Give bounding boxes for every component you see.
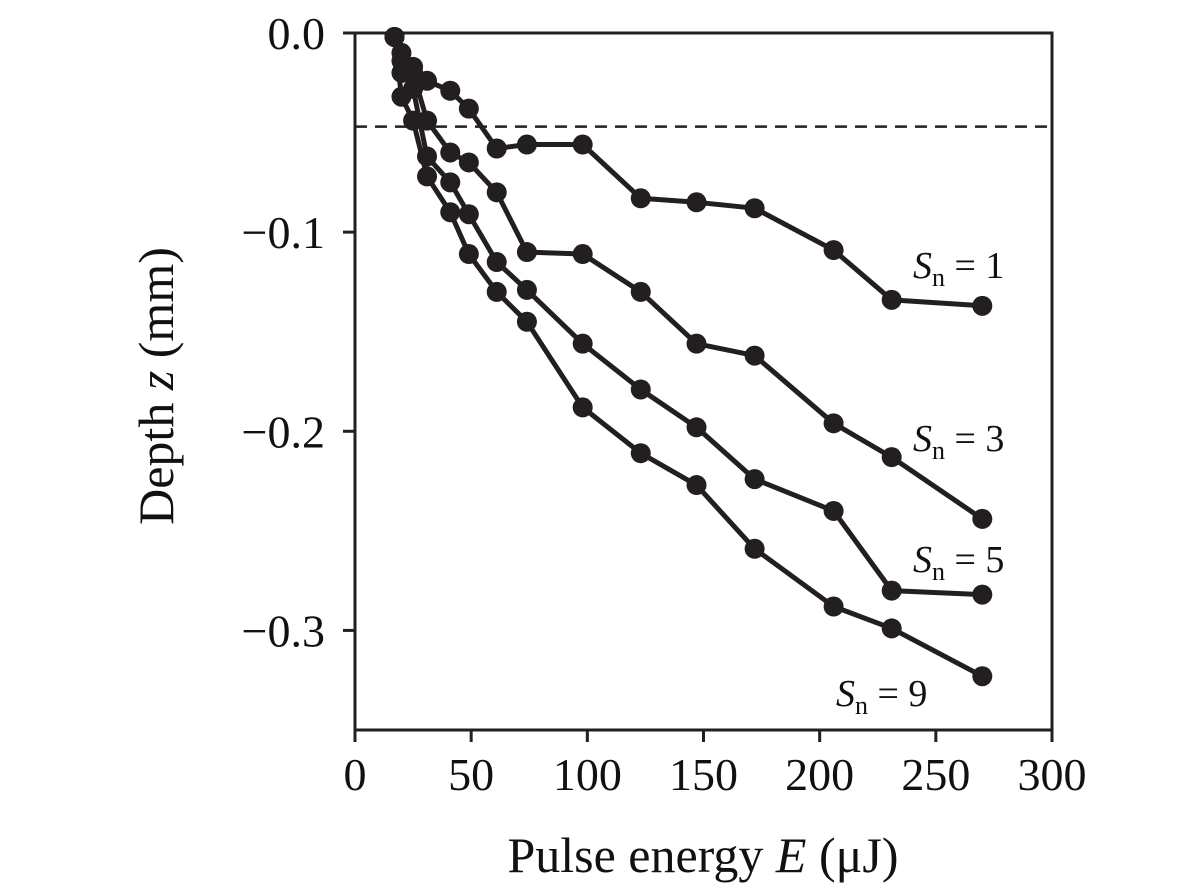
series-label-3: Sn = 3: [913, 418, 1004, 465]
x-axis-title-post: (μJ): [806, 827, 898, 883]
series-label-9-rest: = 9: [868, 673, 927, 715]
data-point: [823, 500, 844, 521]
y-axis-title-pre: Depth: [128, 390, 184, 525]
x-axis-ticks: 0 50 100 150 200 250 300: [344, 730, 1087, 800]
data-point: [440, 80, 461, 101]
series-label-1-var: S: [913, 245, 932, 287]
data-point: [440, 172, 461, 193]
x-tick-label: 0: [344, 749, 367, 800]
data-point: [516, 242, 537, 263]
data-point: [440, 202, 461, 223]
series-label-9-var: S: [836, 673, 855, 715]
x-tick-label: 250: [901, 749, 970, 800]
series-line: [392, 35, 983, 309]
x-tick-label: 200: [785, 749, 854, 800]
data-point: [440, 142, 461, 163]
svg-text:Sn = 1: Sn = 1: [913, 245, 1004, 292]
data-point: [486, 138, 507, 159]
data-point: [458, 204, 479, 225]
x-tick-label: 150: [669, 749, 738, 800]
series-label-9: Sn = 9: [836, 673, 927, 720]
data-point: [972, 295, 993, 316]
data-point: [572, 134, 593, 155]
svg-text:Sn = 3: Sn = 3: [913, 418, 1004, 465]
data-point: [686, 475, 707, 496]
data-point: [486, 252, 507, 273]
x-tick-label: 300: [1018, 749, 1087, 800]
svg-text:Sn = 9: Sn = 9: [836, 673, 927, 720]
data-point: [686, 192, 707, 213]
data-point: [972, 584, 993, 605]
data-point: [417, 166, 438, 187]
y-axis-title: Depth z (mm): [128, 247, 184, 525]
series-line: [392, 36, 984, 679]
data-point: [972, 508, 993, 529]
series-line: [392, 36, 983, 598]
series-label-3-rest: = 3: [945, 418, 1004, 460]
data-point: [458, 244, 479, 265]
y-axis-title-var: z: [128, 371, 184, 391]
data-point: [744, 198, 765, 219]
data-point: [403, 110, 424, 131]
y-tick-label: −0.1: [242, 207, 325, 258]
data-point: [516, 134, 537, 155]
data-point: [516, 311, 537, 332]
x-axis-title-pre: Pulse energy: [507, 827, 775, 883]
series-4: [384, 26, 993, 687]
svg-text:Sn = 5: Sn = 5: [913, 539, 1004, 586]
data-point: [744, 469, 765, 490]
data-point: [823, 596, 844, 617]
data-point: [823, 413, 844, 434]
data-point: [823, 240, 844, 261]
data-point: [458, 98, 479, 119]
data-point: [384, 26, 405, 47]
data-point: [572, 333, 593, 354]
data-point: [572, 244, 593, 265]
data-point: [972, 666, 993, 687]
data-point: [572, 397, 593, 418]
data-point: [881, 580, 902, 601]
series-label-1: Sn = 1: [913, 245, 1004, 292]
series-label-5-sub: n: [932, 557, 945, 586]
data-point: [686, 333, 707, 354]
x-axis-title: Pulse energy E (μJ): [507, 827, 898, 883]
series-label-5: Sn = 5: [913, 539, 1004, 586]
data-point: [744, 345, 765, 366]
data-point: [881, 618, 902, 639]
y-axis-title-post: (mm): [128, 247, 184, 371]
data-point: [630, 443, 651, 464]
series-label-5-rest: = 5: [945, 539, 1004, 581]
series-label-3-var: S: [913, 418, 932, 460]
series-label-3-sub: n: [932, 436, 945, 465]
data-point: [516, 279, 537, 300]
series-label-1-rest: = 1: [945, 245, 1004, 287]
y-axis-ticks: 0.0 −0.1 −0.2 −0.3: [242, 8, 355, 656]
series-label-1-sub: n: [932, 263, 945, 292]
y-tick-label: −0.2: [242, 406, 325, 457]
series-line: [392, 36, 984, 521]
x-tick-label: 100: [553, 749, 622, 800]
data-point: [486, 182, 507, 203]
data-point: [630, 281, 651, 302]
series-label-5-var: S: [913, 539, 932, 581]
data-point: [744, 538, 765, 559]
data-point: [630, 188, 651, 209]
data-point: [458, 152, 479, 173]
x-tick-label: 50: [448, 749, 494, 800]
data-point: [686, 417, 707, 438]
data-point: [486, 281, 507, 302]
y-tick-label: −0.3: [242, 605, 325, 656]
data-point: [881, 447, 902, 468]
series-layer: [384, 26, 993, 687]
x-axis-title-var: E: [775, 827, 807, 883]
data-point: [391, 86, 412, 107]
y-tick-label: 0.0: [268, 8, 326, 59]
data-point: [630, 379, 651, 400]
series-label-9-sub: n: [855, 691, 868, 720]
plot-frame: [353, 31, 1054, 732]
data-point: [881, 289, 902, 310]
